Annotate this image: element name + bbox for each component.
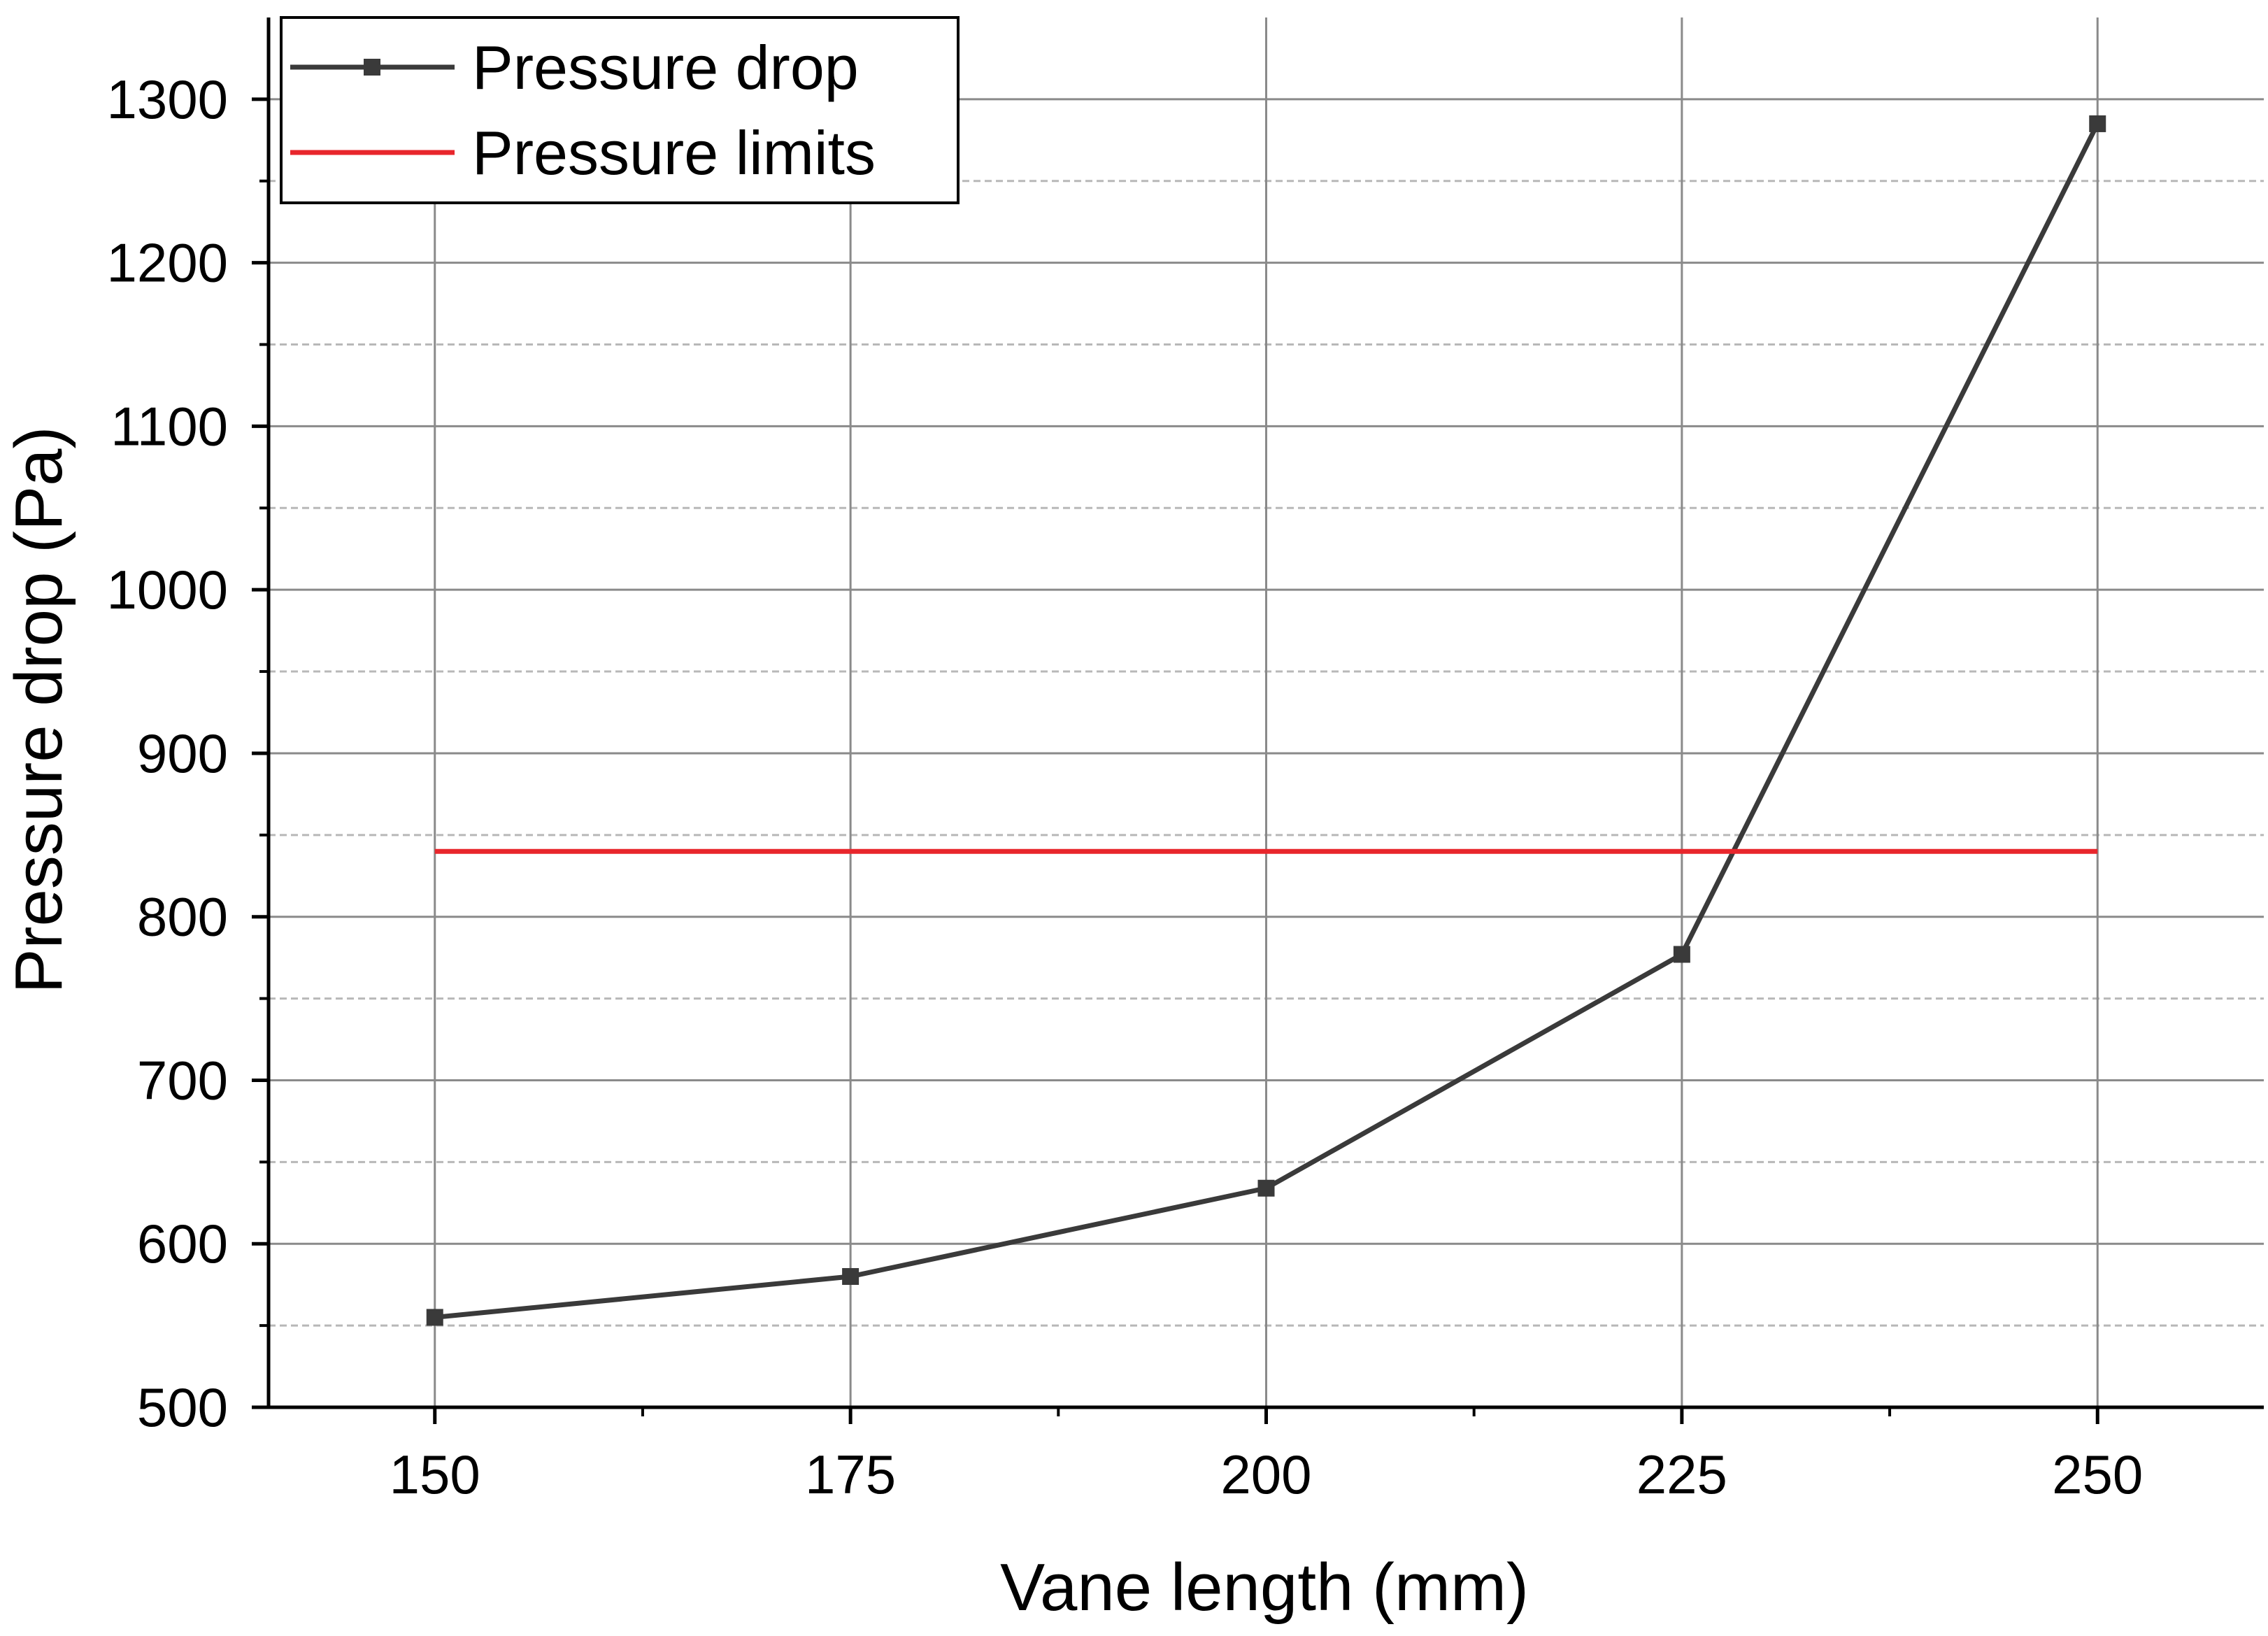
pressure-drop-point <box>842 1267 860 1285</box>
x-axis-title: Vane length (mm) <box>1000 1550 1529 1625</box>
y-tick-label: 1100 <box>110 395 228 457</box>
y-tick-label: 1300 <box>106 69 228 130</box>
x-tick-label: 250 <box>2052 1444 2143 1505</box>
y-tick-label: 1200 <box>106 232 228 294</box>
x-tick-label: 150 <box>390 1444 480 1505</box>
pressure-drop-point <box>1257 1179 1275 1197</box>
legend-pressure-drop-marker <box>364 59 380 76</box>
legend: Pressure drop Pressure limits <box>280 16 960 204</box>
x-tick-label: 175 <box>805 1444 896 1505</box>
tick-labels: 500 600 700 800 900 1000 1100 1200 1300 150 175 200… <box>106 69 2143 1505</box>
y-tick-label: 800 <box>137 886 228 948</box>
legend-pressure-drop-label: Pressure drop <box>472 33 859 102</box>
series-layer <box>426 115 2106 1326</box>
pressure-drop-point <box>426 1309 443 1326</box>
y-tick-label: 900 <box>137 723 228 784</box>
x-tick-label: 225 <box>1636 1444 1727 1505</box>
y-tick-label: 1000 <box>106 559 228 620</box>
y-tick-label: 500 <box>137 1377 228 1438</box>
y-tick-label: 600 <box>137 1213 228 1274</box>
x-tick-label: 200 <box>1220 1444 1311 1505</box>
pressure-drop-point <box>2089 115 2106 132</box>
pressure-drop-point <box>1673 946 1690 963</box>
y-tick-label: 700 <box>137 1049 228 1111</box>
y-axis-title: Pressure drop (Pa) <box>1 427 76 994</box>
axes-layer <box>252 17 2264 1424</box>
legend-pressure-limits-label: Pressure limits <box>472 118 876 187</box>
legend-box <box>280 16 960 204</box>
